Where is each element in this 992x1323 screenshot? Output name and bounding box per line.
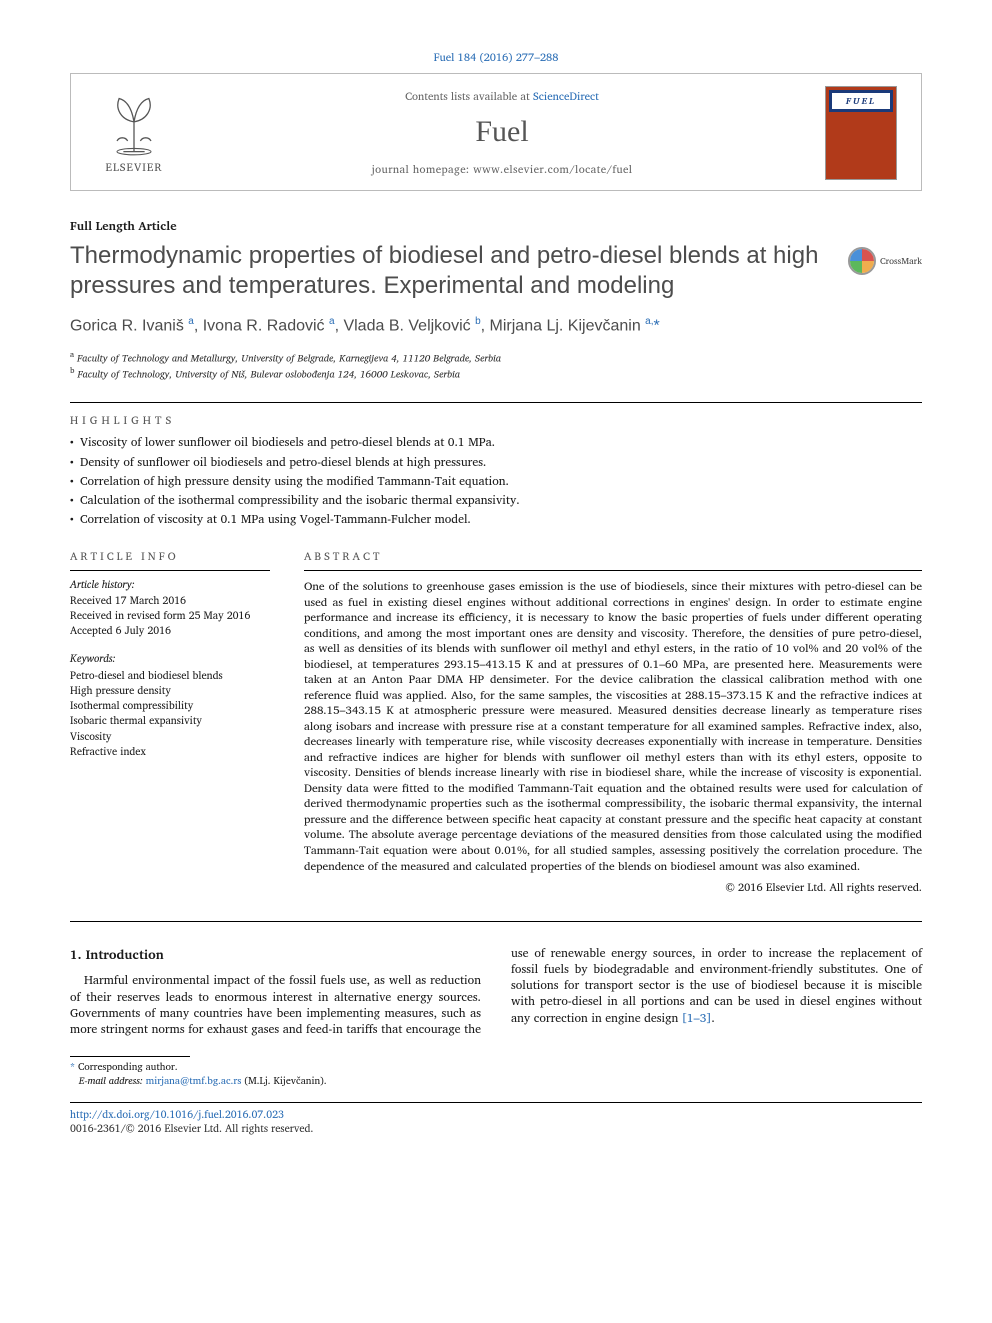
citation-ref[interactable]: [1–3] <box>682 1009 712 1028</box>
highlights-label: highlights <box>70 413 922 428</box>
intro-heading: 1. Introduction <box>70 946 481 964</box>
contents-prefix: Contents lists available at <box>405 87 533 105</box>
citation: Fuel 184 (2016) 277–288 <box>70 50 922 65</box>
divider <box>70 921 922 922</box>
homepage-prefix: journal homepage: <box>372 160 474 178</box>
journal-cover-title: FUEL <box>829 90 893 112</box>
journal-name: Fuel <box>197 112 807 153</box>
crossmark-badge[interactable]: CrossMark <box>848 247 922 275</box>
footnote-divider <box>70 1056 190 1057</box>
article-title: Thermodynamic properties of biodiesel an… <box>70 241 828 301</box>
article-type: Full Length Article <box>70 219 922 235</box>
journal-cover-thumb: FUEL <box>825 86 897 180</box>
divider <box>70 402 922 403</box>
highlight-item: Correlation of high pressure density usi… <box>70 472 922 491</box>
journal-header: ELSEVIER Contents lists available at Sci… <box>70 73 922 191</box>
history-label: Article history: <box>70 577 270 591</box>
body-text: 1. Introduction Harmful environmental im… <box>70 946 922 1038</box>
highlight-item: Density of sunflower oil biodiesels and … <box>70 453 922 472</box>
highlight-item: Calculation of the isothermal compressib… <box>70 491 922 510</box>
intro-p2b: . <box>711 1009 714 1028</box>
highlight-item: Viscosity of lower sunflower oil biodies… <box>70 433 922 452</box>
crossmark-label: CrossMark <box>880 255 922 267</box>
footnotes: * Corresponding author. E-mail address: … <box>70 1061 922 1088</box>
author-email[interactable]: mirjana@tmf.bg.ac.rs <box>146 1073 242 1089</box>
publisher-name: ELSEVIER <box>106 160 163 175</box>
highlights: Viscosity of lower sunflower oil biodies… <box>70 433 922 529</box>
affiliation: b Faculty of Technology, University of N… <box>70 365 922 381</box>
crossmark-icon <box>848 247 876 275</box>
authors: Gorica R. Ivaniš a, Ivona R. Radović a, … <box>70 315 922 337</box>
history-item: Accepted 6 July 2016 <box>70 623 270 638</box>
copyright: © 2016 Elsevier Ltd. All rights reserved… <box>304 880 922 895</box>
sciencedirect-link[interactable]: ScienceDirect <box>533 87 599 105</box>
affiliations: a Faculty of Technology and Metallurgy, … <box>70 349 922 382</box>
journal-homepage: journal homepage: www.elsevier.com/locat… <box>197 162 807 177</box>
email-label: E-mail address: <box>79 1073 143 1089</box>
contents-available: Contents lists available at ScienceDirec… <box>197 89 807 104</box>
article-info: article info Article history: Received 1… <box>70 549 270 894</box>
affiliation: a Faculty of Technology and Metallurgy, … <box>70 349 922 365</box>
homepage-url[interactable]: www.elsevier.com/locate/fuel <box>473 160 632 178</box>
highlight-item: Correlation of viscosity at 0.1 MPa usin… <box>70 510 922 529</box>
email-author-name: (M.Lj. Kijevčanin). <box>244 1073 326 1089</box>
divider <box>70 1102 922 1103</box>
elsevier-logo: ELSEVIER <box>89 90 179 175</box>
keyword: Refractive index <box>70 744 270 759</box>
abstract-text: One of the solutions to greenhouse gases… <box>304 579 922 874</box>
elsevier-tree-icon <box>100 90 168 158</box>
keywords-label: Keywords: <box>70 651 270 665</box>
abstract-label: abstract <box>304 549 922 564</box>
article-info-label: article info <box>70 549 270 564</box>
issn-copyright: 0016-2361/© 2016 Elsevier Ltd. All right… <box>70 1121 922 1135</box>
abstract: abstract One of the solutions to greenho… <box>304 549 922 894</box>
